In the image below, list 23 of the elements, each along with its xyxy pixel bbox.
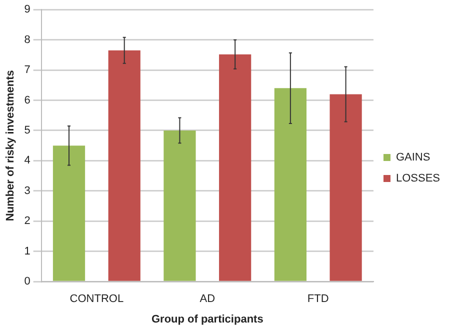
bar xyxy=(108,50,140,281)
x-tick-label: CONTROL xyxy=(70,293,124,306)
y-tick-label: 2 xyxy=(24,215,30,228)
bar xyxy=(164,130,196,281)
legend-label: LOSSES xyxy=(396,172,440,185)
bar xyxy=(274,88,306,281)
bar xyxy=(330,94,362,281)
y-tick-label: 0 xyxy=(24,276,30,288)
y-tick-label: 8 xyxy=(24,34,30,46)
y-tick-label: 9 xyxy=(24,4,30,16)
y-tick-label: 6 xyxy=(24,94,30,106)
y-tick-label: 3 xyxy=(24,184,30,197)
x-tick-label: FTD xyxy=(307,293,329,306)
y-tick-label: 1 xyxy=(24,245,30,258)
bar xyxy=(52,146,86,281)
y-tick-label: 5 xyxy=(24,124,30,137)
y-axis-title: Number of risky investments xyxy=(4,70,17,222)
y-tick-label: 4 xyxy=(24,154,30,167)
bar xyxy=(219,54,252,281)
x-tick-label: AD xyxy=(200,293,216,306)
legend-label: GAINS xyxy=(396,152,430,164)
x-axis-title: Group of participants xyxy=(151,313,264,326)
y-tick-label: 7 xyxy=(24,64,30,76)
